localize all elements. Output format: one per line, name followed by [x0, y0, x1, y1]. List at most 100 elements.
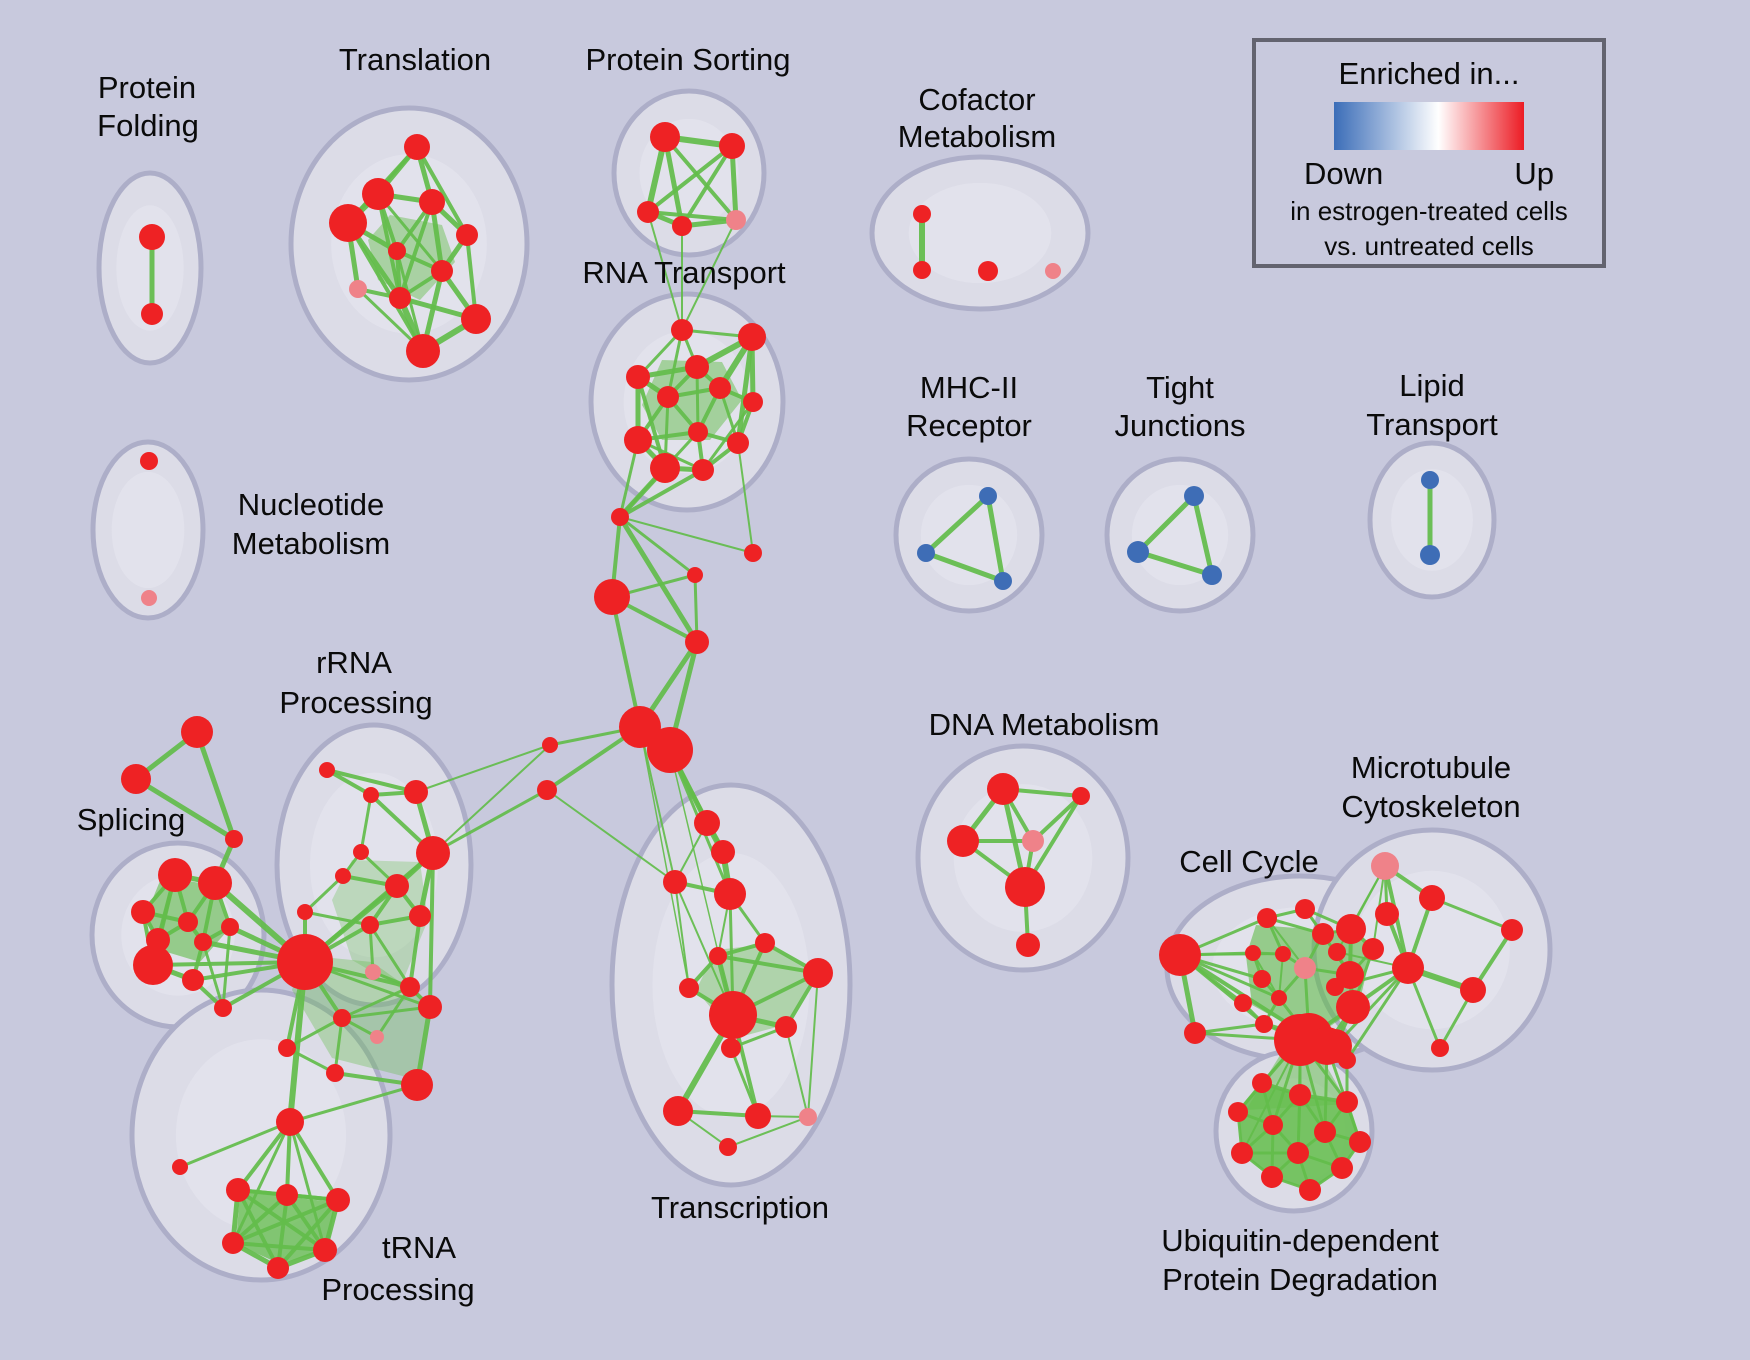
gene-set-node-tl4[interactable] [329, 204, 367, 242]
gene-set-node-rr17[interactable] [401, 1069, 433, 1101]
gene-set-node-sp6[interactable] [131, 900, 155, 924]
gene-set-node-mt9[interactable] [1431, 1039, 1449, 1057]
gene-set-node-mt3[interactable] [1375, 902, 1399, 926]
gene-set-node-rt2[interactable] [738, 323, 766, 351]
gene-set-node-sp1[interactable] [181, 716, 213, 748]
gene-set-node-cm3[interactable] [978, 261, 998, 281]
gene-set-node-cc3[interactable] [1257, 908, 1277, 928]
gene-set-node-rr5[interactable] [353, 844, 369, 860]
gene-set-node-cn1[interactable] [611, 508, 629, 526]
gene-set-node-ps3[interactable] [637, 201, 659, 223]
gene-set-node-tl1[interactable] [404, 134, 430, 160]
gene-set-node-tl8[interactable] [349, 280, 367, 298]
gene-set-node-dm5[interactable] [1005, 867, 1045, 907]
gene-set-node-rr14[interactable] [333, 1009, 351, 1027]
gene-set-node-mh3[interactable] [994, 572, 1012, 590]
gene-set-node-cc5[interactable] [1245, 945, 1261, 961]
gene-set-node-tj1[interactable] [1184, 486, 1204, 506]
gene-set-node-cn4[interactable] [685, 630, 709, 654]
gene-set-node-cm1[interactable] [913, 205, 931, 223]
gene-set-node-cc11[interactable] [1253, 970, 1271, 988]
gene-set-node-tj2[interactable] [1127, 541, 1149, 563]
gene-set-node-tl3[interactable] [419, 189, 445, 215]
gene-set-node-ts5[interactable] [709, 947, 727, 965]
gene-set-node-rr11[interactable] [365, 964, 381, 980]
gene-set-node-rt11[interactable] [650, 453, 680, 483]
gene-set-node-mt5[interactable] [1328, 943, 1346, 961]
gene-set-node-rr10[interactable] [361, 916, 379, 934]
gene-set-node-mt2[interactable] [1419, 885, 1445, 911]
gene-set-node-dm3[interactable] [947, 825, 979, 857]
gene-set-node-rr16[interactable] [326, 1064, 344, 1082]
gene-set-node-rt3[interactable] [685, 355, 709, 379]
gene-set-node-rt12[interactable] [692, 459, 714, 481]
gene-set-node-rt5[interactable] [709, 377, 731, 399]
gene-set-node-ts8[interactable] [679, 978, 699, 998]
gene-set-node-cn6[interactable] [537, 780, 557, 800]
gene-set-node-tl10[interactable] [461, 304, 491, 334]
gene-set-node-rr13[interactable] [418, 995, 442, 1019]
gene-set-node-ub10[interactable] [1331, 1157, 1353, 1179]
gene-set-node-tr1[interactable] [226, 1178, 250, 1202]
gene-set-node-sp10[interactable] [194, 933, 212, 951]
gene-set-node-tl2[interactable] [362, 178, 394, 210]
gene-set-node-ts1[interactable] [694, 810, 720, 836]
gene-set-node-ts2[interactable] [711, 840, 735, 864]
gene-set-node-dm2[interactable] [1072, 787, 1090, 805]
gene-set-node-rr1[interactable] [319, 762, 335, 778]
gene-set-node-sp11[interactable] [133, 945, 173, 985]
gene-set-node-ts3[interactable] [663, 870, 687, 894]
gene-set-node-dm1[interactable] [987, 773, 1019, 805]
gene-set-node-ts13[interactable] [745, 1103, 771, 1129]
gene-set-node-cn3[interactable] [687, 567, 703, 583]
gene-set-node-rt8[interactable] [688, 422, 708, 442]
gene-set-node-rr2[interactable] [363, 787, 379, 803]
gene-set-node-rr12[interactable] [400, 977, 420, 997]
gene-set-node-cc2[interactable] [1184, 1022, 1206, 1044]
gene-set-node-rr18[interactable] [370, 1030, 384, 1044]
gene-set-node-ts7[interactable] [803, 958, 833, 988]
gene-set-node-ts11[interactable] [721, 1038, 741, 1058]
gene-set-node-cc7[interactable] [1312, 923, 1334, 945]
gene-set-node-ps4[interactable] [672, 216, 692, 236]
gene-set-node-tr6[interactable] [267, 1257, 289, 1279]
gene-set-node-ub1[interactable] [1252, 1073, 1272, 1093]
gene-set-node-cg2[interactable] [647, 727, 693, 773]
gene-set-node-ts9[interactable] [709, 991, 757, 1039]
gene-set-node-tr3[interactable] [326, 1188, 350, 1212]
gene-set-node-mt4[interactable] [1392, 952, 1424, 984]
gene-set-node-rt7[interactable] [743, 392, 763, 412]
gene-set-node-pf2[interactable] [141, 303, 163, 325]
gene-set-node-sp4[interactable] [158, 858, 192, 892]
gene-set-node-nm1[interactable] [140, 452, 158, 470]
gene-set-node-cc12[interactable] [1271, 990, 1287, 1006]
gene-set-node-ub12[interactable] [1299, 1179, 1321, 1201]
gene-set-node-sp8[interactable] [221, 918, 239, 936]
gene-set-node-cn7[interactable] [744, 544, 762, 562]
gene-set-node-rr3[interactable] [404, 780, 428, 804]
gene-set-node-tr5[interactable] [313, 1238, 337, 1262]
gene-set-node-ps1[interactable] [650, 122, 680, 152]
gene-set-node-rt10[interactable] [727, 432, 749, 454]
gene-set-node-cc13[interactable] [1234, 994, 1252, 1012]
gene-set-node-tj3[interactable] [1202, 565, 1222, 585]
gene-set-node-ub3[interactable] [1336, 1091, 1358, 1113]
gene-set-node-cc16[interactable] [1336, 990, 1370, 1024]
gene-set-node-cg1[interactable] [619, 706, 661, 748]
gene-set-node-mt8[interactable] [1501, 919, 1523, 941]
gene-set-node-mt6[interactable] [1326, 978, 1344, 996]
gene-set-node-mh1[interactable] [979, 487, 997, 505]
gene-set-node-cm4[interactable] [1045, 263, 1061, 279]
gene-set-node-sp3[interactable] [225, 830, 243, 848]
gene-set-node-cc4[interactable] [1295, 899, 1315, 919]
gene-set-node-cc14[interactable] [1255, 1015, 1273, 1033]
gene-set-node-tl6[interactable] [388, 242, 406, 260]
gene-set-node-ub7[interactable] [1349, 1131, 1371, 1153]
gene-set-node-ts12[interactable] [663, 1096, 693, 1126]
gene-set-node-mh2[interactable] [917, 544, 935, 562]
gene-set-node-ub4[interactable] [1228, 1102, 1248, 1122]
gene-set-node-cnh[interactable] [277, 934, 333, 990]
gene-set-node-sp7[interactable] [178, 912, 198, 932]
gene-set-node-cc15[interactable] [1336, 961, 1364, 989]
gene-set-node-ts6[interactable] [755, 933, 775, 953]
